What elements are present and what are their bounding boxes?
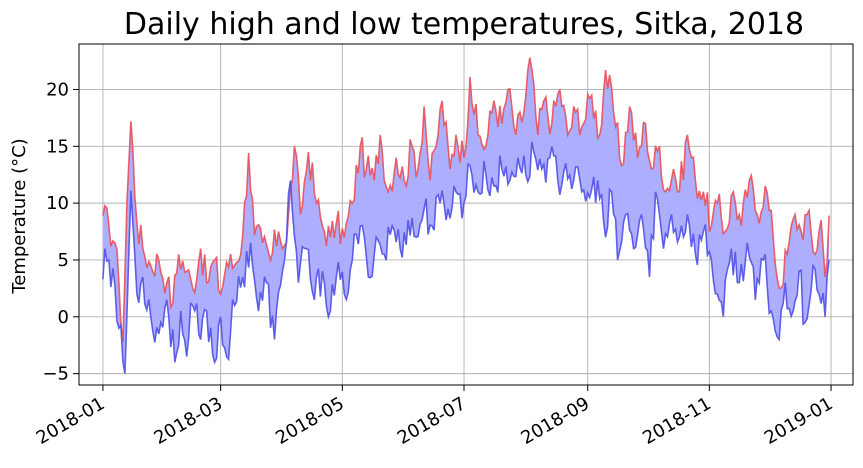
x-tick-label: 2018-07 <box>394 393 470 449</box>
temperature-range-fill <box>102 57 830 374</box>
series-layer <box>102 57 830 374</box>
x-tick-label: 2018-11 <box>639 393 715 449</box>
chart-title: Daily high and low temperatures, Sitka, … <box>124 7 804 42</box>
x-tick-label: 2019-01 <box>761 393 837 449</box>
y-tick-label: 20 <box>46 79 69 100</box>
x-tick-label: 2018-05 <box>272 393 348 449</box>
y-tick-label: 0 <box>58 307 69 328</box>
plot-frame <box>78 43 854 386</box>
series-line-lows <box>102 141 830 374</box>
y-tick-label: 5 <box>58 250 69 271</box>
x-tick-label: 2018-03 <box>150 393 226 449</box>
x-tick-label: 2018-09 <box>518 393 594 449</box>
series-line-highs <box>102 57 830 342</box>
y-axis-ticks: −5 0 5 10 15 20 <box>42 79 79 385</box>
y-tick-label: −5 <box>42 364 69 385</box>
fill-layer <box>102 57 830 374</box>
x-tick-label: 2018-01 <box>33 393 109 449</box>
y-tick-label: 10 <box>46 193 69 214</box>
y-axis-label: Temperature (°C) <box>9 138 30 294</box>
y-tick-label: 15 <box>46 136 69 157</box>
x-axis-ticks: 2018-01 2018-03 2018-05 2018-07 2018-09 2018-… <box>33 385 837 449</box>
